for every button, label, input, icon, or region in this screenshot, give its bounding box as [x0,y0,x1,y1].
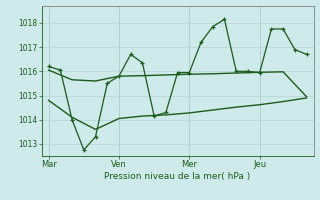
X-axis label: Pression niveau de la mer( hPa ): Pression niveau de la mer( hPa ) [104,172,251,181]
